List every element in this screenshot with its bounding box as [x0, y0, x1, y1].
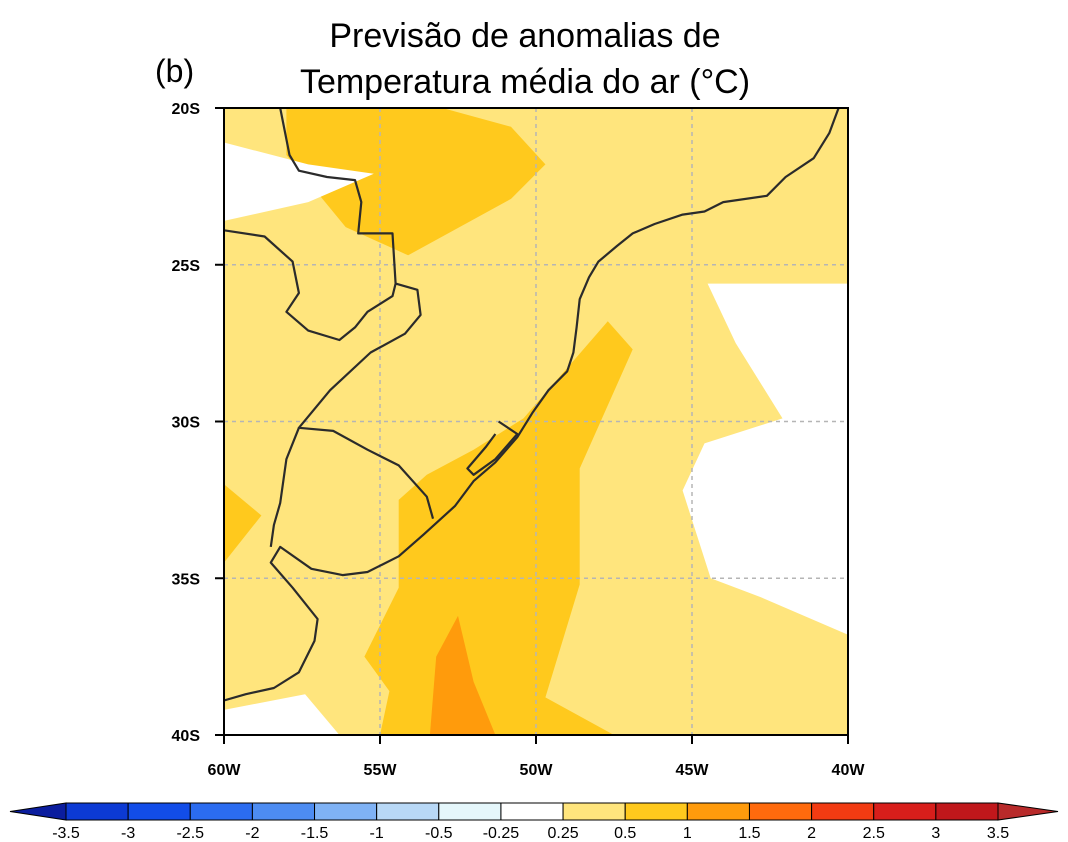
colorbar-swatch — [127, 802, 191, 821]
lat-tick-label: 40S — [172, 728, 201, 745]
lat-tick-label: 30S — [172, 415, 201, 432]
colorbar-label: -2.5 — [176, 825, 204, 842]
contour-fill-layer — [224, 108, 848, 735]
colorbar-arrow-high — [997, 802, 1059, 821]
colorbar-label: 2.5 — [863, 825, 885, 842]
colorbar-swatch — [500, 802, 564, 821]
region-05-1-north — [286, 108, 546, 256]
colorbar-swatch — [251, 802, 316, 821]
region-025-white-nw — [224, 142, 374, 221]
colorbar-label: 1.5 — [738, 825, 760, 842]
colorbar-label: -1 — [370, 825, 384, 842]
colorbar-swatch — [748, 802, 813, 821]
colorbar-swatch — [438, 802, 502, 821]
border-paraguay — [224, 229, 397, 342]
colorbar-label: -3.5 — [52, 825, 80, 842]
lat-tick-label: 25S — [172, 258, 201, 275]
colorbar-swatch — [65, 802, 129, 821]
border-uruguay-argentina — [269, 427, 300, 548]
lon-tick-label: 50W — [520, 762, 554, 779]
colorbar-label: 3 — [931, 825, 940, 842]
border-brazil-west — [279, 108, 435, 519]
colorbar-swatch — [189, 802, 253, 821]
region-025-white-sw — [224, 694, 340, 735]
colorbar-label: -0.5 — [425, 825, 453, 842]
panel-label: (b) — [155, 53, 195, 89]
colorbar: -3.5 -3 -2.5 -2 -1.5 -1 -0.5 -0.25 0.25 0.5 1 1.5 2 2… — [9, 802, 1059, 842]
colorbar-label: 2 — [807, 825, 816, 842]
title-line-1: Previsão de anomalias de — [329, 17, 721, 55]
lon-tick-label: 45W — [676, 762, 710, 779]
lon-tick-label: 40W — [832, 762, 866, 779]
axis-ticks: 60W 55W 50W 45W 40W 20S 25S 30S 35S 40S — [172, 101, 866, 779]
colorbar-label: -2 — [245, 825, 259, 842]
colorbar-arrow-low — [9, 802, 67, 821]
lat-tick-label: 20S — [172, 101, 201, 118]
colorbar-swatch — [873, 802, 937, 821]
lon-tick-label: 55W — [364, 762, 398, 779]
region-05-1-south — [364, 321, 633, 735]
region-025-white-east — [682, 283, 848, 635]
coastline-atlantic — [224, 108, 840, 702]
colorbar-label: 3.5 — [987, 825, 1009, 842]
colorbar-swatch — [624, 802, 688, 821]
colorbar-label: -0.25 — [483, 825, 520, 842]
colorbar-swatch — [376, 802, 440, 821]
lagoa-dos-patos — [466, 420, 519, 476]
colorbar-swatch — [562, 802, 626, 821]
colorbar-swatch — [686, 802, 750, 821]
title-line-2: Temperatura média do ar (°C) — [299, 63, 751, 101]
colorbar-swatch — [935, 802, 999, 821]
region-1-15 — [429, 615, 496, 735]
lon-tick-label: 60W — [208, 762, 242, 779]
region-05-1-west — [224, 484, 262, 563]
colorbar-label: 0.25 — [547, 825, 578, 842]
colorbar-swatch — [314, 802, 378, 821]
lat-tick-label: 35S — [172, 571, 201, 588]
colorbar-label: 0.5 — [614, 825, 636, 842]
coastline-layer — [224, 108, 840, 702]
colorbar-swatch — [811, 802, 875, 821]
colorbar-label: 1 — [683, 825, 692, 842]
colorbar-label: -1.5 — [301, 825, 329, 842]
colorbar-label: -3 — [121, 825, 135, 842]
